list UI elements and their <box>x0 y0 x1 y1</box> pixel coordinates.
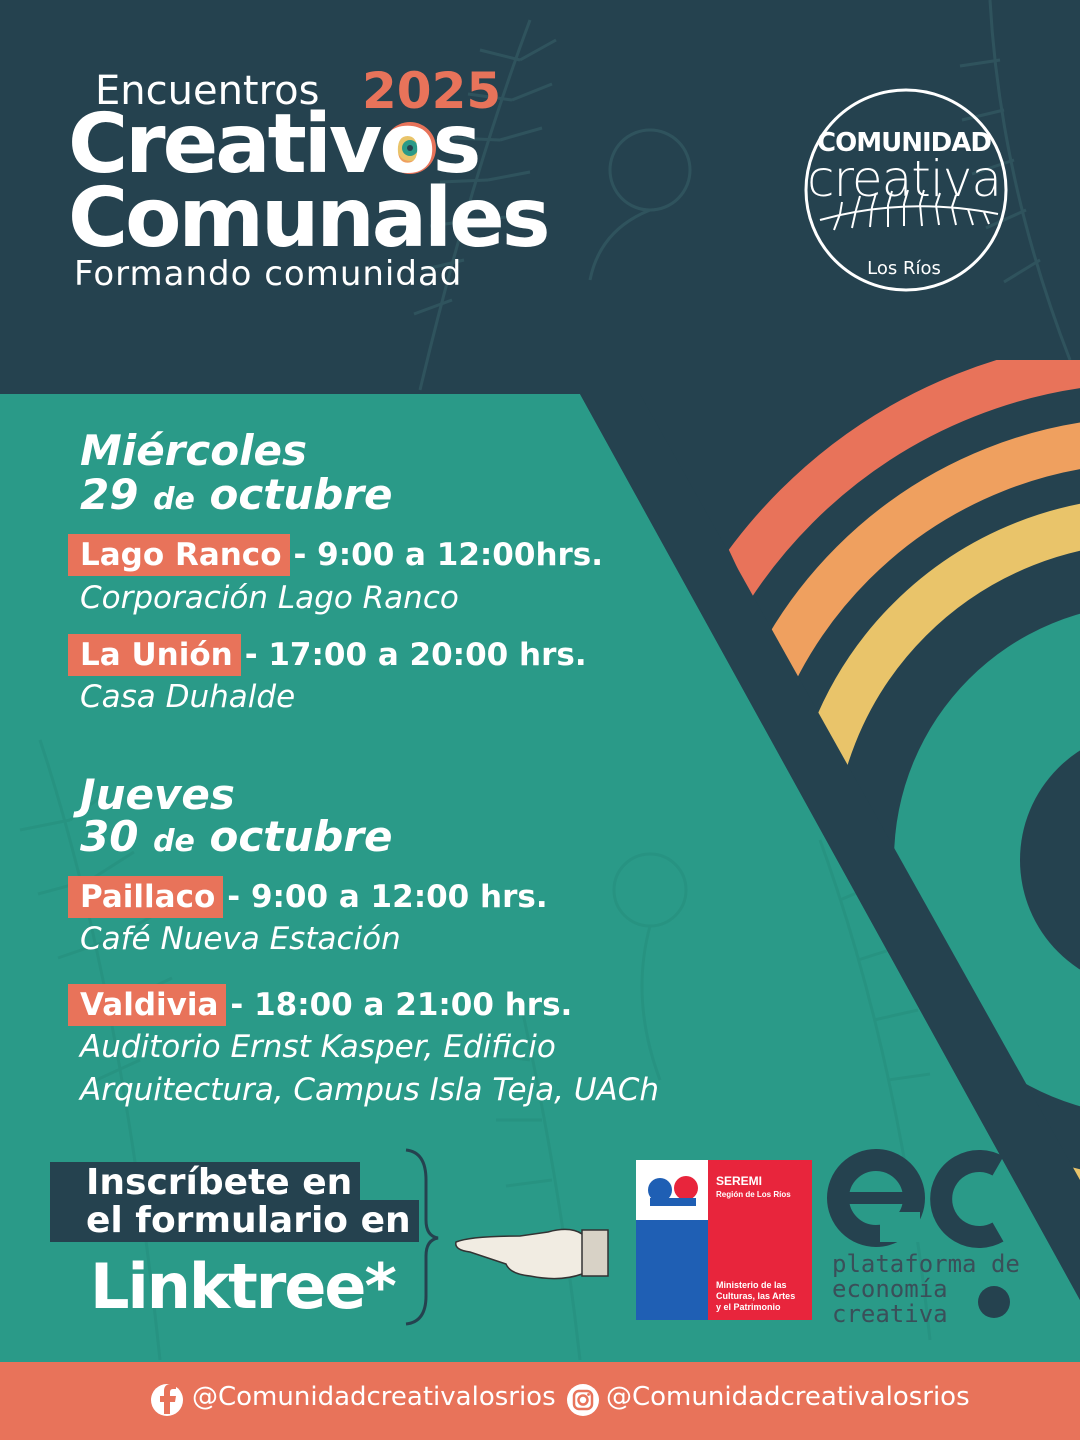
plataforma-logo <box>827 1149 1010 1318</box>
logo-ring <box>804 88 1008 292</box>
instagram-icon[interactable] <box>567 1384 599 1416</box>
facebook-icon[interactable] <box>151 1384 183 1416</box>
title-line-comunales: Comunales <box>68 171 551 266</box>
plataforma-line-2: economía <box>832 1275 948 1303</box>
footer-icons <box>151 1384 599 1416</box>
day-1-weekday: Miércoles <box>80 426 308 475</box>
title-line-creativos: Creativos <box>68 97 481 192</box>
diagonal-band <box>580 394 1080 1300</box>
day-1-date: 29 de octubre <box>80 470 393 519</box>
cta-line-2: el formulario en <box>50 1200 419 1242</box>
event-venue-line-1: Auditorio Ernst Kasper, Edificio <box>80 1029 556 1065</box>
title-year: 2025 <box>362 62 502 120</box>
pointing-hand-icon <box>455 1228 609 1280</box>
facebook-handle[interactable]: @Comunidadcreativalosrios <box>192 1382 556 1412</box>
event-row: Paillaco - 9:00 a 12:00 hrs. <box>68 876 548 918</box>
event-venue: Café Nueva Estación <box>80 921 401 957</box>
event-venue: Corporación Lago Ranco <box>80 580 459 616</box>
ministry-line: Culturas, las Artes <box>716 1291 796 1301</box>
logo-text-middle: creativa <box>806 150 1002 208</box>
event-time: - 18:00 a 21:00 hrs. <box>230 987 573 1023</box>
event-row: La Unión - 17:00 a 20:00 hrs. <box>68 634 587 676</box>
event-time: - 9:00 a 12:00 hrs. <box>227 879 548 915</box>
event-venue-line-2: Arquitectura, Campus Isla Teja, UACh <box>80 1072 660 1108</box>
linktree-link[interactable]: Linktree* <box>90 1250 397 1323</box>
seremi-title: SEREMI <box>716 1174 763 1188</box>
event-place: Valdivia <box>68 984 227 1026</box>
seremi-subtitle: Región de Los Ríos <box>716 1190 791 1199</box>
tagline: Formando comunidad <box>74 254 463 294</box>
event-time: - 9:00 a 12:00hrs. <box>293 537 604 573</box>
teal-panel <box>0 394 1080 1362</box>
cta-line-1: Inscríbete en <box>50 1162 361 1204</box>
arc-teal-core <box>894 604 1080 1116</box>
event-place: Paillaco <box>68 876 224 918</box>
fern-icon <box>413 0 1072 391</box>
fern-icon <box>819 189 999 231</box>
day-2-weekday: Jueves <box>80 770 235 819</box>
plataforma-line-3: creativa <box>832 1300 948 1328</box>
day-2-date: 30 de octubre <box>80 812 393 861</box>
target-icon <box>384 122 436 174</box>
instagram-handle[interactable]: @Comunidadcreativalosrios <box>606 1382 970 1412</box>
plataforma-line-1: plataforma de <box>832 1250 1020 1278</box>
logo-text-bottom: Los Ríos <box>867 258 941 279</box>
ministry-line: Ministerio de las <box>716 1280 787 1290</box>
event-place: La Unión <box>68 634 241 676</box>
seremi-red <box>708 1160 812 1320</box>
ministry-name: Ministerio de las Culturas, las Artes y … <box>716 1280 812 1313</box>
event-time: - 17:00 a 20:00 hrs. <box>244 637 587 673</box>
brace <box>405 1148 439 1326</box>
event-venue: Casa Duhalde <box>80 679 296 715</box>
ministry-line: y el Patrimonio <box>716 1302 781 1312</box>
chile-coat-of-arms-icon <box>648 1176 698 1206</box>
event-row: Lago Ranco - 9:00 a 12:00hrs. <box>68 534 603 576</box>
event-place: Lago Ranco <box>68 534 290 576</box>
title-line-encuentros: Encuentros <box>95 68 320 114</box>
event-row: Valdivia - 18:00 a 21:00 hrs. <box>68 984 572 1026</box>
logo-text-top: COMUNIDAD <box>817 128 992 158</box>
